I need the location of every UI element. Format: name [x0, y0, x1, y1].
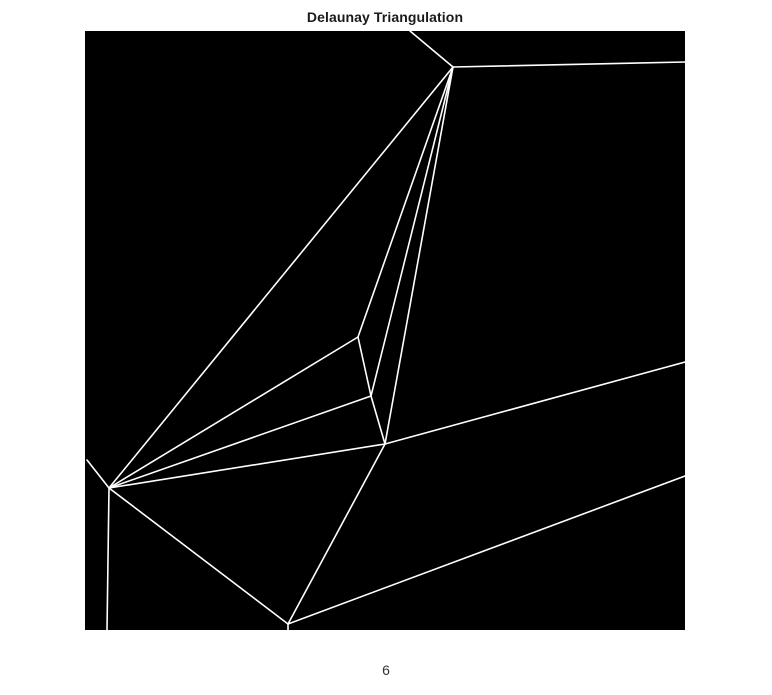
- edge-down-center: [287, 443, 386, 625]
- edge-left-down: [108, 487, 289, 625]
- edge-top-stub: [409, 31, 454, 68]
- edge-fan-3: [384, 66, 454, 445]
- edge-left-1: [108, 336, 359, 489]
- edge-top-right: [452, 61, 685, 68]
- edge-bottom-right: [287, 475, 685, 625]
- edge-left-vertical: [106, 487, 110, 630]
- edge-short-1: [357, 336, 372, 397]
- edge-left-stub: [86, 459, 110, 489]
- edge-short-2: [370, 395, 386, 445]
- edge-right-mid: [384, 361, 685, 445]
- edge-fan-2: [370, 66, 454, 397]
- edge-left-2: [108, 395, 372, 489]
- edge-left-3: [108, 443, 386, 489]
- edge-fan-1: [357, 66, 454, 338]
- plot-area: [85, 31, 685, 630]
- figure-title: Delaunay Triangulation: [306, 9, 464, 25]
- edge-long-diagonal: [108, 66, 454, 489]
- triangulation-canvas: [85, 31, 685, 630]
- figure-caption: 6: [382, 662, 390, 678]
- plot-background: [85, 31, 685, 630]
